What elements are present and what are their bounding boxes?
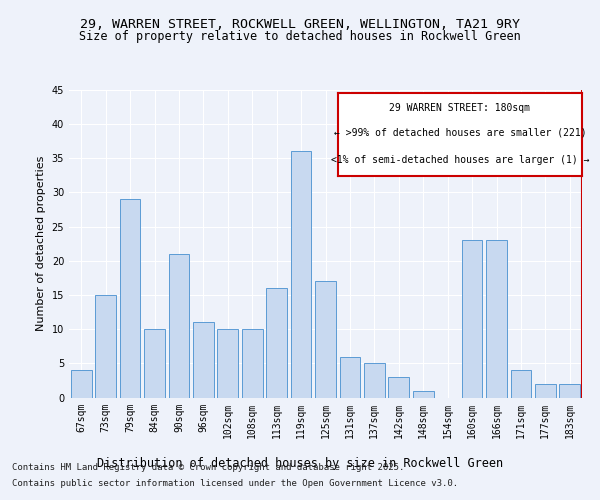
Bar: [559, 384, 580, 398]
Bar: [144, 329, 165, 398]
Bar: [461, 240, 482, 398]
Text: 29, WARREN STREET, ROCKWELL GREEN, WELLINGTON, TA21 9RY: 29, WARREN STREET, ROCKWELL GREEN, WELLI…: [80, 18, 520, 30]
Bar: [364, 364, 385, 398]
Bar: [486, 240, 507, 398]
Bar: [95, 295, 116, 398]
Bar: [413, 390, 434, 398]
Bar: [340, 356, 361, 398]
Bar: [193, 322, 214, 398]
Text: 29 WARREN STREET: 180sqm: 29 WARREN STREET: 180sqm: [389, 103, 530, 113]
Bar: [290, 152, 311, 398]
Text: ← >99% of detached houses are smaller (221): ← >99% of detached houses are smaller (2…: [334, 128, 586, 138]
Bar: [266, 288, 287, 398]
Text: Size of property relative to detached houses in Rockwell Green: Size of property relative to detached ho…: [79, 30, 521, 43]
Bar: [169, 254, 190, 398]
Bar: [315, 282, 336, 398]
Bar: [511, 370, 532, 398]
Bar: [71, 370, 92, 398]
Text: <1% of semi-detached houses are larger (1) →: <1% of semi-detached houses are larger (…: [331, 156, 589, 166]
Bar: [535, 384, 556, 398]
Bar: [119, 200, 140, 398]
Bar: [217, 329, 238, 398]
Text: Contains public sector information licensed under the Open Government Licence v3: Contains public sector information licen…: [12, 478, 458, 488]
Y-axis label: Number of detached properties: Number of detached properties: [36, 156, 46, 332]
Bar: [242, 329, 263, 398]
Text: Contains HM Land Registry data © Crown copyright and database right 2025.: Contains HM Land Registry data © Crown c…: [12, 464, 404, 472]
Bar: [388, 377, 409, 398]
Text: Distribution of detached houses by size in Rockwell Green: Distribution of detached houses by size …: [97, 458, 503, 470]
